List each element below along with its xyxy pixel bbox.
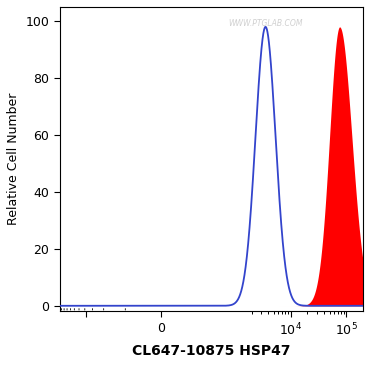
- Y-axis label: Relative Cell Number: Relative Cell Number: [7, 93, 20, 226]
- X-axis label: CL647-10875 HSP47: CL647-10875 HSP47: [132, 344, 291, 358]
- Text: WWW.PTGLAB.COM: WWW.PTGLAB.COM: [229, 19, 303, 28]
